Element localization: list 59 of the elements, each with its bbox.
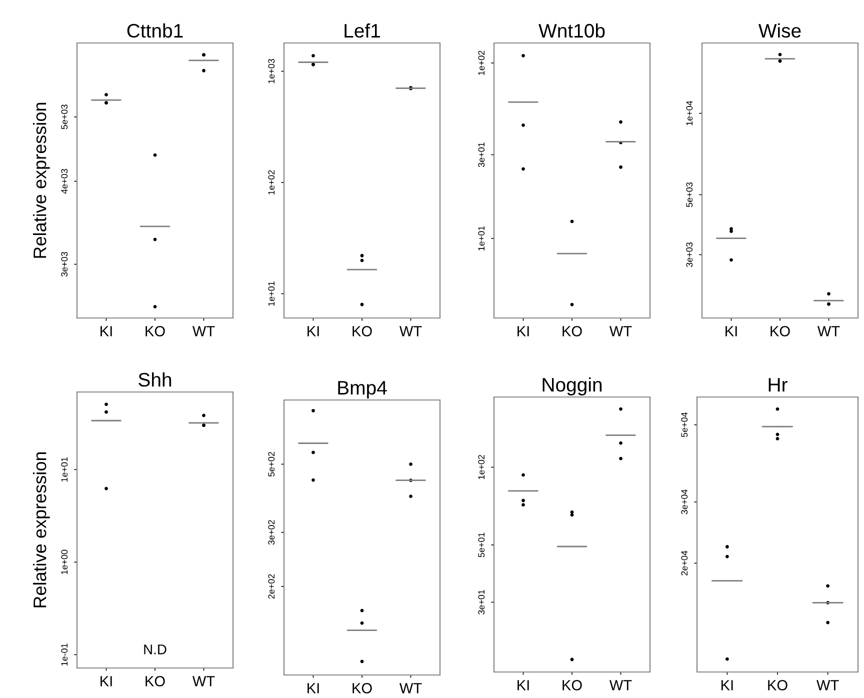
- x-tick-label: WT: [816, 680, 839, 690]
- x-tick-label: KO: [146, 676, 165, 686]
- y-tick-label: 4e+03: [61, 168, 68, 194]
- x-tick-label: KI: [726, 326, 737, 336]
- x-tick-label: KI: [308, 683, 319, 694]
- y-tick-label: 3e+02: [268, 520, 275, 545]
- x-tick-label: KI: [721, 680, 733, 690]
- y-tick-label: 3e+04: [681, 490, 688, 514]
- y-tick-label: 3e+01: [478, 590, 485, 615]
- x-tick-label: WT: [192, 326, 215, 336]
- y-tick-label: 1e-01: [61, 644, 68, 666]
- chart-title: Shh: [138, 372, 172, 387]
- y-tick-label: 5e+04: [681, 412, 688, 438]
- y-tick-label: 3e+03: [61, 252, 68, 277]
- chart-title: Cttnb1: [127, 23, 183, 38]
- x-tick-label: WT: [399, 683, 422, 694]
- x-tick-label: KO: [770, 326, 790, 336]
- y-tick-label: 1e+04: [686, 100, 693, 126]
- y-tick-label: 3e+03: [686, 242, 693, 268]
- x-tick-label: WT: [609, 680, 632, 690]
- chart-title: Hr: [768, 378, 788, 392]
- x-tick-label: KO: [146, 326, 165, 336]
- x-tick-label: WT: [817, 326, 840, 336]
- y-tick-label: 1e+03: [268, 58, 275, 84]
- annotation: N.D: [144, 644, 166, 654]
- y-tick-label: 1e+01: [268, 281, 275, 306]
- x-tick-label: WT: [609, 326, 632, 336]
- y-tick-label: 1e+00: [61, 550, 68, 574]
- y-tick-label: 5e+02: [268, 452, 275, 477]
- x-tick-label: KO: [562, 680, 582, 690]
- y-axis-title: Relative expression: [33, 102, 50, 258]
- x-tick-label: WT: [192, 676, 215, 686]
- x-tick-label: KO: [562, 326, 582, 336]
- x-tick-label: KI: [518, 680, 529, 690]
- y-tick-label: 1e+02: [268, 170, 275, 194]
- y-tick-label: 1e+02: [478, 50, 485, 75]
- x-tick-label: WT: [399, 326, 422, 336]
- chart-title: Noggin: [542, 377, 602, 396]
- x-tick-label: KI: [100, 676, 112, 686]
- x-tick-label: KI: [308, 326, 319, 336]
- x-tick-label: KO: [768, 680, 788, 690]
- x-tick-label: KO: [352, 326, 372, 336]
- chart-title: Bmp4: [338, 381, 387, 398]
- y-tick-label: 5e+01: [478, 532, 485, 558]
- y-tick-label: 5e+03: [686, 182, 693, 208]
- x-tick-label: KO: [352, 683, 372, 694]
- y-tick-label: 5e+03: [61, 104, 68, 130]
- y-tick-label: 3e+01: [478, 142, 485, 168]
- y-tick-label: 1e+01: [478, 226, 485, 250]
- x-tick-label: KI: [518, 326, 529, 336]
- y-tick-label: 2e+02: [268, 574, 275, 599]
- chart-title: Wnt10b: [538, 23, 605, 38]
- y-tick-label: 1e+02: [478, 454, 485, 480]
- y-axis-title: Relative expression: [33, 452, 50, 608]
- y-tick-label: 1e+01: [61, 457, 68, 482]
- chart-title: Wise: [758, 23, 801, 38]
- y-tick-label: 2e+04: [681, 550, 688, 576]
- x-tick-label: KI: [100, 326, 112, 336]
- chart-title: Lef1: [344, 23, 380, 38]
